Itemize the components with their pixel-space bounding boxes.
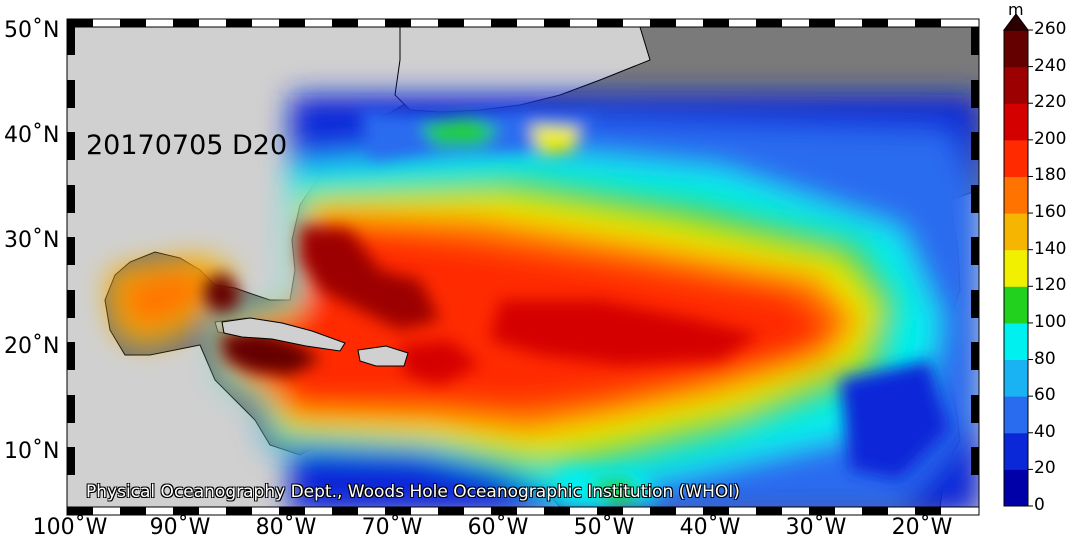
lon-label-50w: 50˚W xyxy=(573,515,635,540)
colorbar-tick-label: 20 xyxy=(1034,458,1056,479)
colorbar xyxy=(1003,13,1033,507)
colorbar-tick-label: 260 xyxy=(1034,19,1067,39)
colorbar-swatch xyxy=(1004,432,1028,470)
right-border-ticks xyxy=(971,27,979,475)
colorbar-swatch xyxy=(1004,286,1028,324)
colorbar-tick-label: 140 xyxy=(1034,238,1067,259)
colorbar-tick-label: 220 xyxy=(1034,92,1067,113)
lon-label-70w: 70˚W xyxy=(361,515,423,540)
colorbar-swatch xyxy=(1004,103,1028,141)
hispaniola-overlay xyxy=(357,345,409,367)
colorbar-swatch xyxy=(1004,66,1028,104)
lon-label-40w: 40˚W xyxy=(679,515,741,540)
colorbar-tick-label: 240 xyxy=(1034,55,1067,76)
colorbar-swatch xyxy=(1004,139,1028,177)
colorbar-tick-label: 120 xyxy=(1034,275,1067,296)
colorbar-tick-label: 160 xyxy=(1034,202,1067,223)
lon-label-30w: 30˚W xyxy=(785,515,847,540)
colorbar-tick-label: 60 xyxy=(1034,385,1056,406)
top-border-ticks xyxy=(67,19,941,27)
lat-label-30n: 30˚N xyxy=(4,228,60,253)
colorbar-tick-label: 180 xyxy=(1034,165,1067,186)
bottom-border-ticks xyxy=(67,507,941,515)
colorbar-swatch xyxy=(1004,322,1028,361)
lon-label-100w: 100˚W xyxy=(32,515,108,540)
colorbar-swatch xyxy=(1004,469,1028,507)
colorbar-swatch xyxy=(1004,249,1028,287)
colorbar-swatch xyxy=(1004,396,1028,434)
colorbar-frame xyxy=(1003,29,1029,507)
colorbar-swatch xyxy=(1004,359,1028,397)
colorbar-tick-label: 0 xyxy=(1034,495,1045,515)
colorbar-tick-label: 100 xyxy=(1034,311,1067,332)
cuba-overlay xyxy=(221,317,346,352)
lon-label-60w: 60˚W xyxy=(467,515,529,540)
date-label: 20170705 D20 xyxy=(86,130,288,161)
heat-field xyxy=(108,95,979,507)
colorbar-tick-label: 80 xyxy=(1034,348,1056,369)
lon-label-90w: 90˚W xyxy=(149,515,211,540)
credit-text: Physical Oceanography Dept., Woods Hole … xyxy=(86,482,740,502)
colorbar-tick-label: 40 xyxy=(1034,421,1056,442)
lat-label-10n: 10˚N xyxy=(4,439,60,464)
colorbar-tick-label: 200 xyxy=(1034,128,1067,149)
lat-label-50n: 50˚N xyxy=(4,18,60,43)
left-border-ticks xyxy=(67,27,75,475)
colorbar-swatch xyxy=(1004,30,1028,68)
colorbar-swatch xyxy=(1004,176,1028,214)
lat-label-40n: 40˚N xyxy=(4,123,60,148)
lon-label-20w: 20˚W xyxy=(891,515,953,540)
lat-label-20n: 20˚N xyxy=(4,334,60,359)
lon-label-80w: 80˚W xyxy=(255,515,317,540)
colorbar-unit: m xyxy=(1008,0,1024,19)
colorbar-swatch xyxy=(1004,213,1028,251)
